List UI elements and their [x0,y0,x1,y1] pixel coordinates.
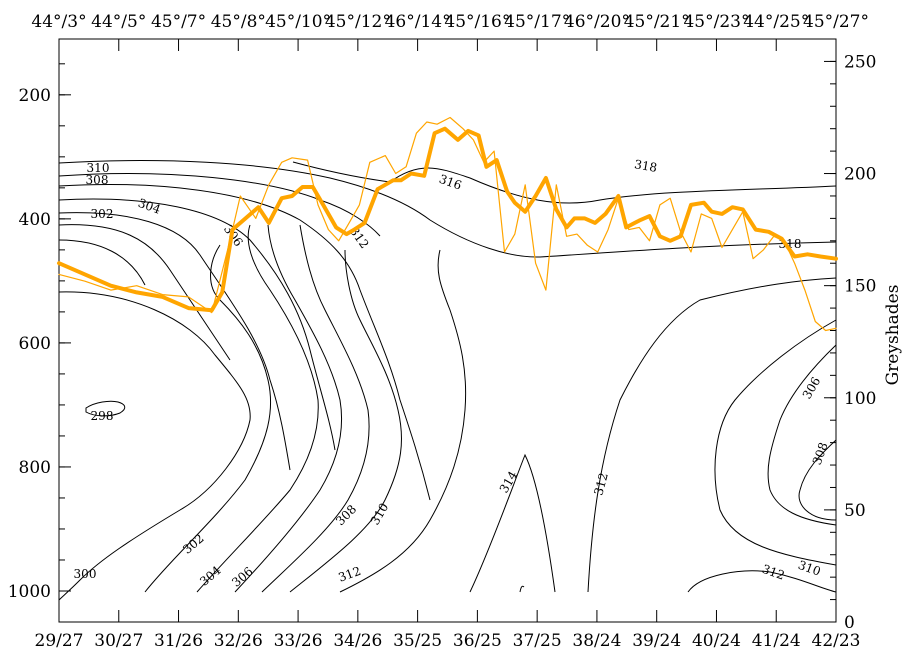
contour-line [469,453,556,593]
plot-frame [58,38,837,623]
contour-label: 304 [136,196,163,217]
contour-label: 302 [91,207,114,221]
bottom-tick-label: 42/23 [812,631,861,651]
contour-label: 312 [591,471,610,497]
left-tick-label: 800 [19,458,51,478]
bottom-tick-label: 29/27 [35,631,84,651]
contour-line [289,249,402,593]
bottom-tick-label: 35/25 [393,631,442,651]
top-tick-label: 45°/7° [151,12,206,32]
top-tick-label: 44°/5° [91,12,146,32]
contour-line [85,400,126,417]
contour-line [687,570,837,593]
contour-label: 308 [810,440,831,466]
contour-label: 312 [760,562,786,583]
top-tick-label: 45°/8° [211,12,266,32]
contour-line [798,439,837,521]
top-tick-label: 45°/12° [325,12,391,32]
contour-line [58,198,336,451]
contour-line [58,212,291,471]
top-tick-label: 46°/20° [564,12,630,32]
top-tick-label: 45°/23° [683,12,749,32]
series-line-thin [58,116,837,332]
right-tick-label: 150 [844,277,876,297]
contour-label: 308 [86,173,109,187]
top-tick-label: 44°/25° [743,12,809,32]
contour-label: 310 [368,501,392,528]
contour-label: 308 [333,502,359,528]
contour-label: 314 [497,468,521,495]
bottom-tick-label: 32/26 [214,631,263,651]
contour-line [196,224,319,593]
right-axis-label: Greyshades [883,285,903,386]
left-tick-label: 1000 [8,582,51,602]
top-tick-label: 45°/10° [265,12,331,32]
bottom-tick-label: 39/24 [632,631,681,651]
series-line-thick [57,126,838,313]
series-layer [57,116,838,332]
contour-label: 306 [800,375,824,402]
contour-lines [58,160,837,601]
contour-line [587,277,837,593]
contour-line [58,224,231,361]
contour-line [519,585,525,593]
right-tick-label: 100 [844,389,876,409]
contour-label: 298 [91,409,114,423]
top-tick-label: 45°/27° [803,12,869,32]
right-tick-label: 50 [844,501,866,521]
contour-line [714,319,837,566]
top-tick-label: 45°/16° [444,12,510,32]
contour-label: 312 [336,564,362,585]
contour-label: 300 [74,567,97,581]
contour-line [58,160,837,258]
right-tick-label: 200 [844,165,876,185]
contour-label: 318 [633,157,658,175]
contour-line [261,224,370,593]
contour-line [58,239,146,286]
right-tick-label: 0 [844,613,855,633]
top-tick-label: 46°/14° [385,12,451,32]
left-tick-label: 600 [19,334,51,354]
contour-label: 310 [796,558,822,579]
bottom-tick-label: 41/24 [752,631,801,651]
bottom-tick-label: 40/24 [692,631,741,651]
right-tick-label: 250 [844,52,876,72]
contour-label: 302 [180,531,207,556]
contour-label: 310 [87,161,110,175]
top-tick-label: 44°/3° [31,12,86,32]
contour-line [339,249,467,593]
bottom-tick-label: 33/26 [274,631,323,651]
bottom-tick-label: 31/26 [154,631,203,651]
contour-line [144,244,272,593]
contour-line [234,224,343,593]
axes: 200 400 600 800 1000 0 50 100 150 200 250 29/27 30/2… [8,12,877,651]
contour-line [58,173,381,237]
bottom-tick-label: 36/25 [453,631,502,651]
top-tick-label: 45°/17° [504,12,570,32]
contour-line [767,344,837,526]
contour-line [58,291,251,601]
contour-label: 306 [229,564,256,589]
top-tick-label: 45°/21° [624,12,690,32]
bottom-tick-label: 30/27 [94,631,143,651]
contour-line [58,184,431,501]
bottom-tick-label: 37/25 [513,631,562,651]
bottom-tick-label: 34/26 [333,631,382,651]
left-tick-label: 400 [19,210,51,230]
bottom-tick-label: 38/24 [572,631,621,651]
left-tick-label: 200 [19,86,51,106]
